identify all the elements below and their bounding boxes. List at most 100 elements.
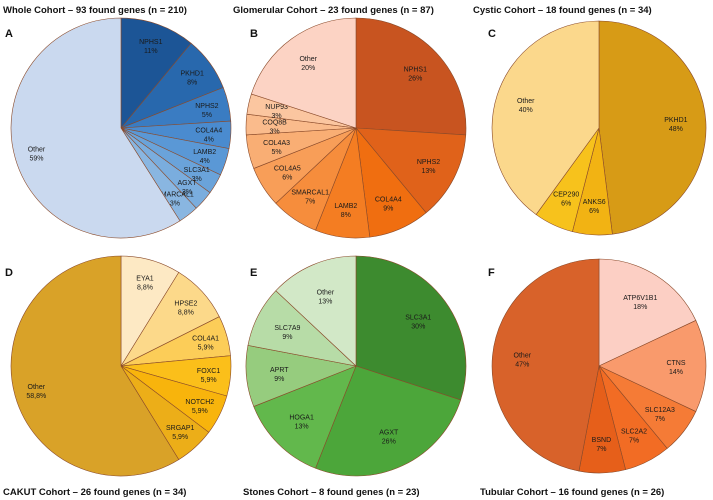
slice-percent-col4a4: 4%	[204, 137, 214, 144]
slice-label-anks6: ANKS6	[583, 199, 606, 206]
slice-percent-other: 40%	[519, 107, 533, 114]
panel-c-letter: C	[488, 28, 496, 40]
slice-label-nphs2: NPHS2	[195, 103, 218, 110]
pie-slice-other	[491, 258, 600, 472]
slice-percent-col4a1: 5,9%	[198, 345, 214, 352]
slice-label-nup93: NUP93	[265, 104, 288, 111]
slice-label-aprt: APRT	[270, 367, 289, 374]
pie-glomerular-cohort: NPHS1 26% NPHS2 13% COL4A4 9% LAMB2 8% SMARCAL1 7…	[245, 17, 467, 239]
slice-label-nphs1: NPHS1	[404, 66, 427, 73]
slice-label-coq8b: COQ8B	[262, 119, 287, 126]
slice-percent-slc7a9: 9%	[282, 334, 292, 341]
slice-label-slc2a2: SLC2A2	[621, 429, 647, 436]
panel-d-title: CAKUT Cohort – 26 found genes (n = 34)	[3, 487, 186, 498]
slice-percent-nphs1: 26%	[408, 75, 422, 82]
slice-percent-nphs2: 13%	[421, 168, 435, 175]
slice-label-agxt: AGXT	[379, 430, 399, 437]
slice-label-col4a5: COL4A5	[274, 166, 301, 173]
slice-percent-other: 13%	[318, 298, 332, 305]
pie-slice-nphs2	[355, 127, 467, 214]
slice-label-other: Other	[299, 56, 317, 63]
pie-slice-other	[491, 20, 600, 215]
slice-percent-coq8b: 3%	[270, 128, 280, 135]
slice-label-ctns: CTNS	[666, 360, 685, 367]
slice-label-slc7a9: SLC7A9	[274, 325, 300, 332]
slice-percent-atp6v1b1: 18%	[633, 304, 647, 311]
slice-percent-smarcal1: 7%	[305, 198, 315, 205]
slice-label-atp6v1b1: ATP6V1B1	[623, 295, 657, 302]
slice-label-slc3a1: SLC3A1	[405, 315, 431, 322]
slice-percent-other: 58,8%	[26, 393, 46, 400]
pie-slice-ctns	[598, 320, 707, 412]
slice-label-lamb2: LAMB2	[334, 203, 357, 210]
pie-cakut-cohort: EYA1 8,8% HPSE2 8,8% COL4A1 5,9% FOXC1 5,9% NOTC…	[10, 255, 232, 477]
slice-label-agxt: AGXT	[177, 180, 197, 187]
panel-f-letter: F	[488, 267, 495, 279]
slice-percent-agxt: 3%	[182, 189, 192, 196]
slice-label-col4a4: COL4A4	[375, 197, 402, 204]
panel-b-letter: B	[250, 28, 258, 40]
slice-label-pkhd1: PKHD1	[181, 70, 204, 77]
slice-label-hoga1: HOGA1	[289, 414, 314, 421]
slice-label-eya1: EYA1	[136, 275, 153, 282]
pie-slice-atp6v1b1	[598, 258, 697, 367]
slice-percent-hpse2: 8,8%	[178, 310, 194, 317]
pie-slice-agxt	[315, 365, 461, 477]
panel-e-title: Stones Cohort – 8 found genes (n = 23)	[243, 487, 420, 498]
slice-percent-slc2a2: 7%	[629, 438, 639, 445]
slice-percent-cep290: 6%	[561, 201, 571, 208]
pie-cystic-cohort: PKHD1 48% ANKS6 6% CEP290 6% Other 40%	[491, 20, 707, 236]
pie-slice-other	[10, 17, 181, 239]
slice-percent-lamb2: 4%	[200, 158, 210, 165]
pie-tubular-cohort: ATP6V1B1 18% CTNS 14% SLC12A3 7% SLC2A2 7% BSND 7…	[491, 258, 707, 474]
pie-whole-cohort: NPHS1 11% PKHD1 8% NPHS2 5% COL4A4 4% LAMB2 4% SLC…	[10, 17, 232, 239]
slice-label-srgap1: SRGAP1	[166, 425, 195, 432]
slice-percent-other: 59%	[29, 156, 43, 163]
slice-percent-eya1: 8,8%	[137, 284, 153, 291]
slice-label-notch2: NOTCH2	[185, 399, 214, 406]
slice-percent-col4a5: 6%	[282, 175, 292, 182]
slice-percent-foxc1: 5,9%	[201, 377, 217, 384]
pie-slice-hoga1	[253, 365, 357, 469]
panel-b-title: Glomerular Cohort – 23 found genes (n = …	[233, 5, 434, 16]
slice-label-other: Other	[317, 289, 335, 296]
slice-percent-agxt: 26%	[382, 439, 396, 446]
slice-label-slc12a3: SLC12A3	[645, 407, 675, 414]
pie-slice-slc3a1	[355, 255, 467, 401]
slice-label-foxc1: FOXC1	[197, 368, 220, 375]
slice-label-other: Other	[28, 147, 46, 154]
slice-label-other: Other	[514, 353, 532, 360]
slice-percent-bsnd: 7%	[596, 446, 606, 453]
slice-label-other: Other	[517, 98, 535, 105]
slice-percent-other: 47%	[515, 362, 529, 369]
slice-percent-pkhd1: 48%	[669, 126, 683, 133]
slice-percent-nup93: 3%	[272, 113, 282, 120]
slice-percent-nphs2: 5%	[202, 112, 212, 119]
slice-percent-slc3a1: 30%	[411, 324, 425, 331]
panel-a-letter: A	[5, 28, 13, 40]
slice-percent-srgap1: 5,9%	[172, 434, 188, 441]
slice-label-nphs1: NPHS1	[139, 39, 162, 46]
slice-percent-lamb2: 8%	[341, 212, 351, 219]
pie-slice-nphs1	[120, 17, 192, 129]
panel-e-letter: E	[250, 267, 257, 279]
slice-label-lamb2: LAMB2	[193, 149, 216, 156]
pie-slice-other	[251, 17, 357, 129]
slice-label-bsnd: BSND	[592, 437, 611, 444]
pie-slice-pkhd1	[598, 20, 707, 235]
slice-label-slc3a1: SLC3A1	[184, 167, 210, 174]
slice-label-col4a4: COL4A4	[195, 128, 222, 135]
slice-label-smarcal1: SMARCAL1	[156, 192, 194, 199]
slice-percent-col4a4: 9%	[383, 206, 393, 213]
slice-percent-smarcal1: 3%	[170, 201, 180, 208]
slice-percent-other: 20%	[301, 65, 315, 72]
slice-percent-nphs1: 11%	[144, 48, 158, 55]
slice-label-hpse2: HPSE2	[174, 301, 197, 308]
panel-c-title: Cystic Cohort – 18 found genes (n = 34)	[473, 5, 652, 16]
pie-slice-other	[275, 255, 357, 367]
slice-percent-hoga1: 13%	[295, 423, 309, 430]
slice-percent-anks6: 6%	[589, 208, 599, 215]
slice-label-col4a3: COL4A3	[263, 140, 290, 147]
slice-percent-notch2: 5,9%	[192, 408, 208, 415]
